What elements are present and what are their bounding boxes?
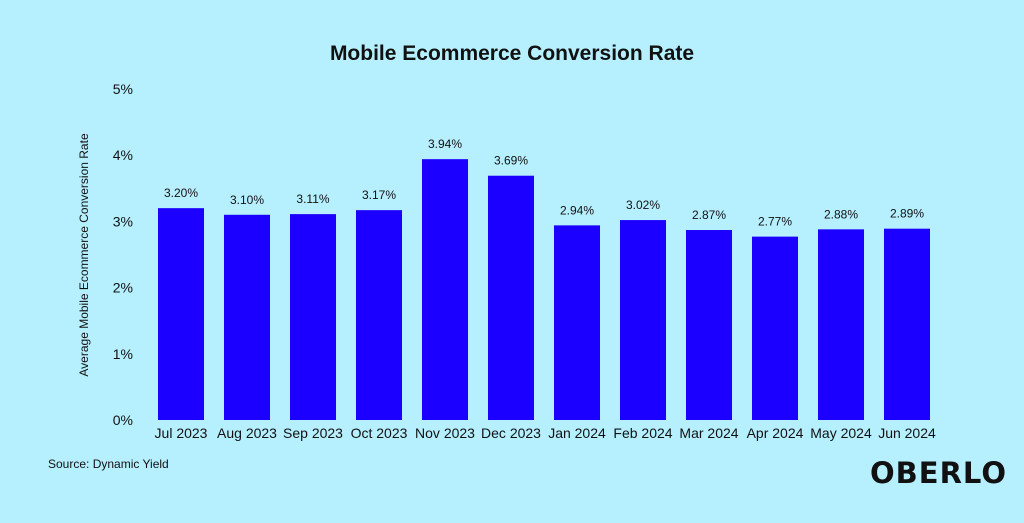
y-tick-label: 5% [113,81,133,97]
source-note: Source: Dynamic Yield [48,457,169,471]
data-label: 3.69% [494,154,528,168]
data-label: 3.17% [362,188,396,202]
bar [818,229,864,420]
data-label: 2.88% [824,207,858,221]
data-label: 2.94% [560,203,594,217]
y-tick-label: 3% [113,213,133,229]
x-tick-label: Mar 2024 [679,425,738,441]
bar [686,230,732,420]
y-tick-label: 0% [113,412,133,428]
bar [554,225,600,420]
y-tick-label: 1% [113,346,133,362]
x-tick-label: Aug 2023 [217,425,277,441]
x-tick-label: Oct 2023 [351,425,408,441]
x-tick-label: Nov 2023 [415,425,475,441]
bar [884,228,930,420]
bar [422,159,468,420]
bar [290,214,336,420]
data-label: 2.89% [890,207,924,221]
data-label: 3.11% [296,192,329,206]
y-tick-label: 2% [113,280,133,296]
data-label: 3.20% [164,186,198,200]
x-tick-label: Jan 2024 [548,425,606,441]
chart-title: Mobile Ecommerce Conversion Rate [329,42,695,65]
x-tick-label: Dec 2023 [481,425,541,441]
data-label: 2.77% [758,215,792,229]
x-tick-label: Jun 2024 [878,425,936,441]
bar [224,214,270,420]
data-label: 3.02% [626,198,660,212]
x-tick-label: Jul 2023 [155,425,208,441]
data-label: 2.87% [692,208,726,222]
data-label: 3.10% [230,193,264,207]
oberlo-logo: OBERLO [870,456,1007,490]
x-tick-label: Sep 2023 [283,425,343,441]
bar [356,210,402,420]
x-tick-label: Feb 2024 [613,425,672,441]
y-axis-label: Average Mobile Ecommerce Conversion Rate [77,133,91,377]
data-label: 3.94% [428,137,462,151]
bar [488,175,534,420]
bar [158,208,204,420]
bar [620,220,666,420]
x-tick-label: May 2024 [810,425,872,441]
bar [752,236,798,420]
y-tick-label: 4% [113,147,133,163]
x-tick-label: Apr 2024 [747,425,804,441]
